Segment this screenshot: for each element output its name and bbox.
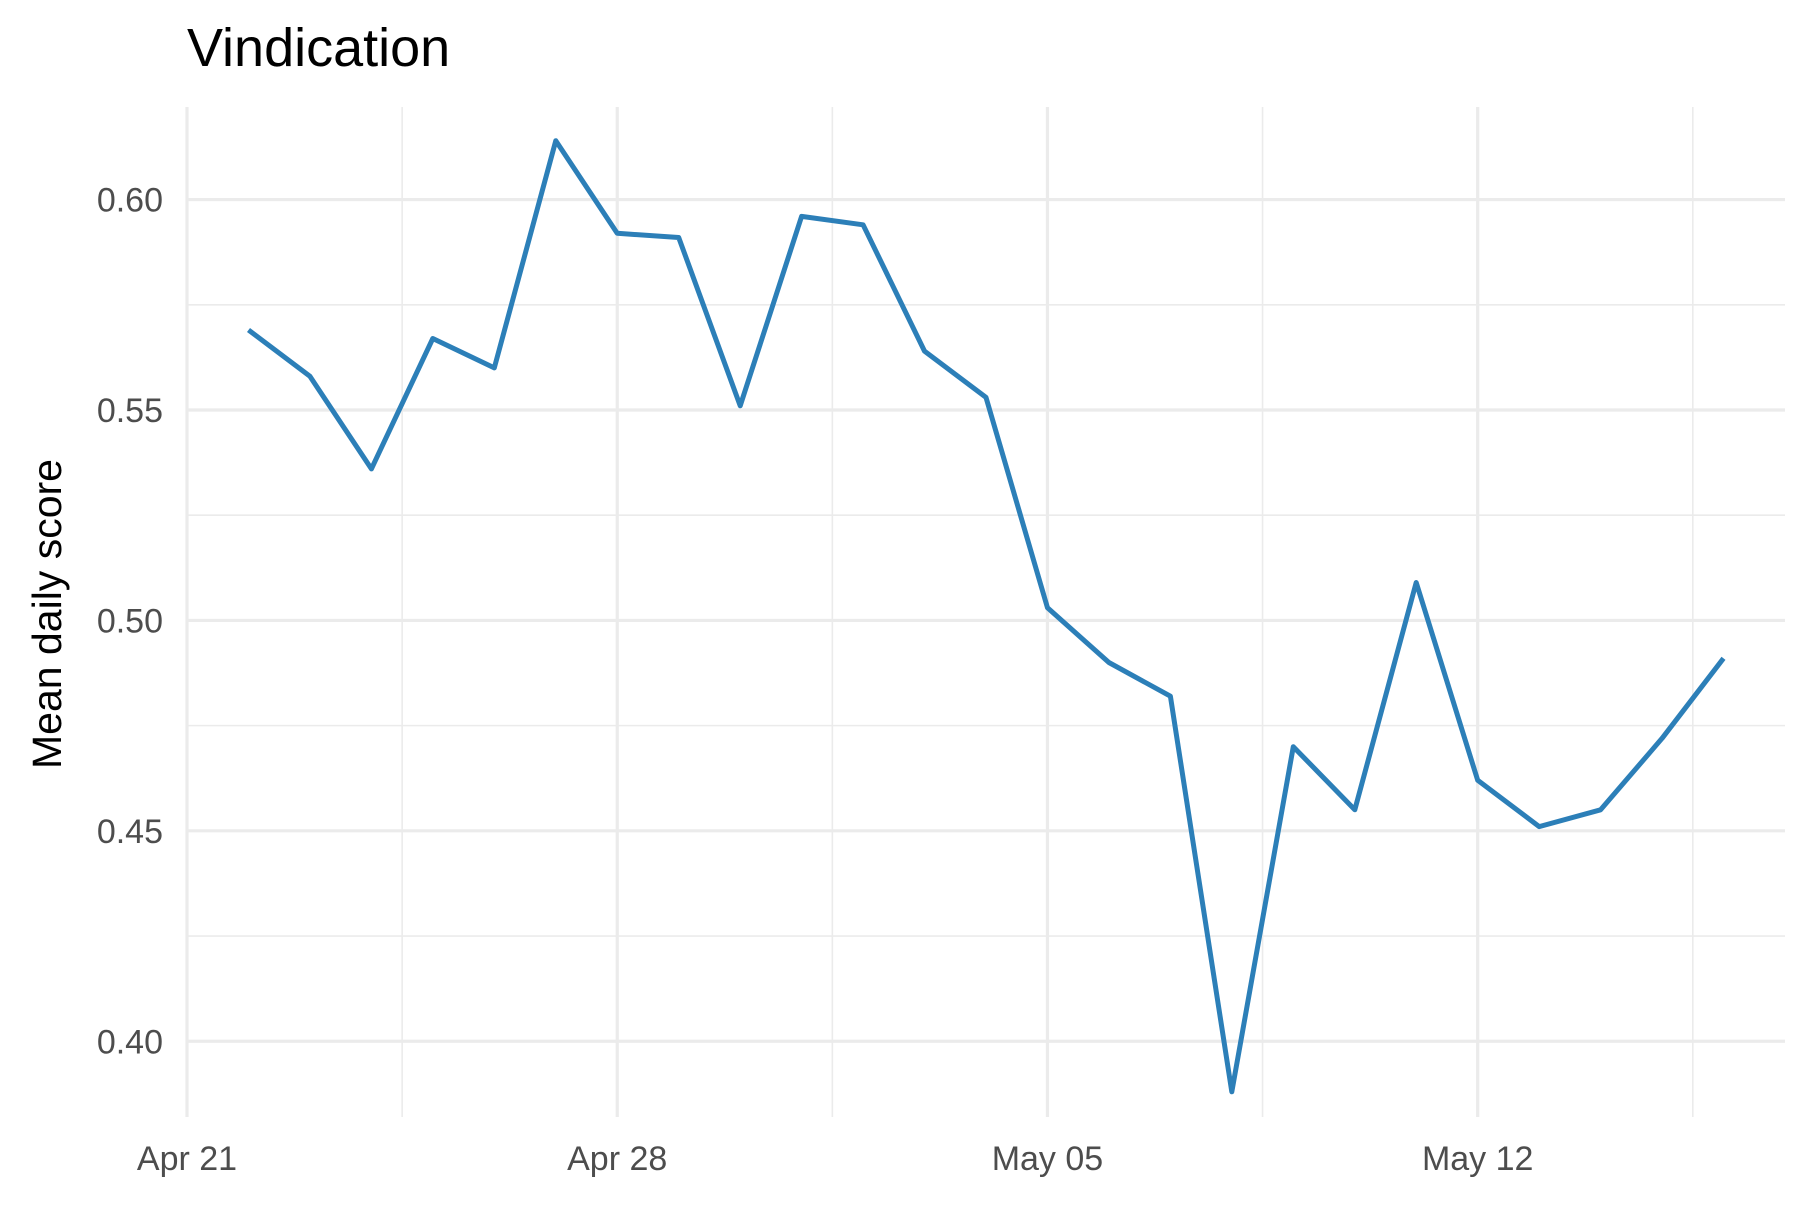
y-axis-title: Mean daily score <box>24 459 70 769</box>
minor-x-gridlines <box>401 107 1694 1117</box>
chart-title: Vindication <box>187 18 450 78</box>
y-tick-label: 0.45 <box>97 813 163 851</box>
data-point <box>246 328 251 333</box>
data-point <box>1291 744 1296 749</box>
x-tick-label: May 12 <box>1422 1140 1534 1178</box>
data-point <box>1660 736 1665 741</box>
data-point <box>553 138 558 143</box>
data-point <box>1414 580 1419 585</box>
data-point <box>799 214 804 219</box>
data-point <box>1598 807 1603 812</box>
x-tick-label: Apr 21 <box>137 1140 237 1178</box>
y-tick-label: 0.55 <box>97 392 163 430</box>
data-point <box>615 231 620 236</box>
data-point <box>922 349 927 354</box>
data-point <box>738 403 743 408</box>
data-point <box>1168 694 1173 699</box>
major-y-gridlines <box>187 197 1785 1043</box>
data-point <box>1475 778 1480 783</box>
data-point <box>430 336 435 341</box>
major-x-gridlines <box>185 107 1480 1117</box>
data-point <box>1721 656 1726 661</box>
data-point <box>984 395 989 400</box>
data-point <box>1229 1089 1234 1094</box>
minor-y-gridlines <box>187 303 1785 937</box>
data-point <box>1106 660 1111 665</box>
series-layer <box>246 138 1726 1095</box>
data-point <box>1352 807 1357 812</box>
data-point <box>861 222 866 227</box>
series-line <box>246 138 1726 1095</box>
data-point <box>1045 605 1050 610</box>
x-tick-label: Apr 28 <box>567 1140 667 1178</box>
y-tick-label: 0.60 <box>97 182 163 220</box>
data-point <box>676 235 681 240</box>
data-point <box>369 466 374 471</box>
data-point <box>307 374 312 379</box>
x-tick-label: May 05 <box>992 1140 1104 1178</box>
data-point <box>1537 824 1542 829</box>
y-tick-label: 0.40 <box>97 1023 163 1061</box>
x-axis-tick-labels: Apr 21 Apr 28 May 05 May 12 <box>137 1140 1534 1178</box>
y-axis-tick-labels: 0.40 0.45 0.50 0.55 0.60 <box>97 182 163 1062</box>
data-point <box>492 365 497 370</box>
y-tick-label: 0.50 <box>97 602 163 640</box>
